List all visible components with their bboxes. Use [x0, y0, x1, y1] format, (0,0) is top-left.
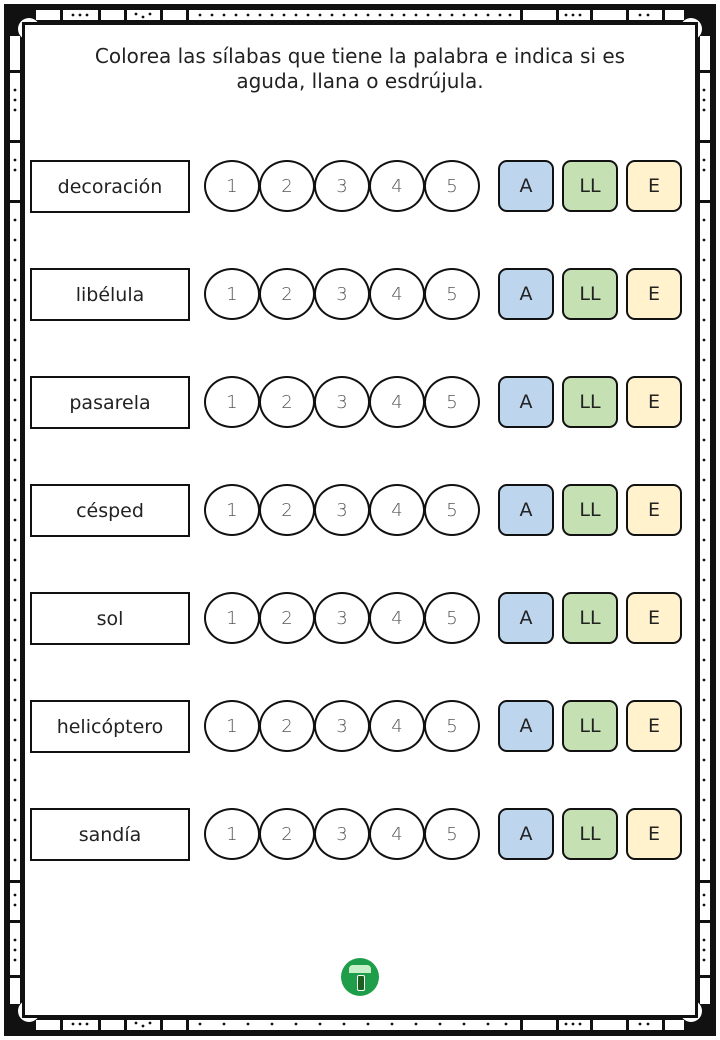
aguda-option-box[interactable]: A	[498, 808, 554, 860]
syllable-circle-5[interactable]: 5	[424, 592, 480, 644]
llana-option-box[interactable]: LL	[562, 160, 618, 212]
word-row: sol 1 2 3 4 5 A LL E	[30, 591, 686, 645]
word-label: decoración	[30, 160, 190, 213]
syllable-circle-1[interactable]: 1	[204, 268, 260, 320]
esdrujula-option-box[interactable]: E	[626, 700, 682, 752]
syllable-circle-1[interactable]: 1	[204, 160, 260, 212]
outer-frame	[4, 4, 716, 1036]
word-label: césped	[30, 484, 190, 537]
esdrujula-option-box[interactable]: E	[626, 484, 682, 536]
syllable-circle-2[interactable]: 2	[259, 484, 315, 536]
word-label: pasarela	[30, 376, 190, 429]
syllable-circle-4[interactable]: 4	[369, 808, 425, 860]
word-row: sandía 1 2 3 4 5 A LL E	[30, 807, 686, 861]
syllable-circle-5[interactable]: 5	[424, 808, 480, 860]
aguda-option-box[interactable]: A	[498, 376, 554, 428]
syllable-circle-1[interactable]: 1	[204, 376, 260, 428]
syllable-circle-3[interactable]: 3	[314, 484, 370, 536]
word-row: helicóptero 1 2 3 4 5 A LL E	[30, 699, 686, 753]
syllable-circle-4[interactable]: 4	[369, 484, 425, 536]
llana-option-box[interactable]: LL	[562, 700, 618, 752]
syllable-circle-1[interactable]: 1	[204, 592, 260, 644]
syllable-circle-4[interactable]: 4	[369, 268, 425, 320]
word-label: sol	[30, 592, 190, 645]
syllable-circle-5[interactable]: 5	[424, 160, 480, 212]
word-row: libélula 1 2 3 4 5 A LL E	[30, 267, 686, 321]
syllable-circle-3[interactable]: 3	[314, 268, 370, 320]
aguda-option-box[interactable]: A	[498, 268, 554, 320]
syllable-circle-1[interactable]: 1	[204, 700, 260, 752]
word-label: helicóptero	[30, 700, 190, 753]
syllable-circle-2[interactable]: 2	[259, 700, 315, 752]
llana-option-box[interactable]: LL	[562, 484, 618, 536]
word-label: sandía	[30, 808, 190, 861]
llana-option-box[interactable]: LL	[562, 376, 618, 428]
syllable-circle-3[interactable]: 3	[314, 592, 370, 644]
syllable-circle-2[interactable]: 2	[259, 376, 315, 428]
llana-option-box[interactable]: LL	[562, 592, 618, 644]
syllable-circle-2[interactable]: 2	[259, 592, 315, 644]
instructions-text: Colorea las sílabas que tiene la palabra…	[94, 44, 626, 93]
aguda-option-box[interactable]: A	[498, 700, 554, 752]
frame-band-top	[28, 8, 692, 22]
syllable-circle-3[interactable]: 3	[314, 376, 370, 428]
llana-option-box[interactable]: LL	[562, 268, 618, 320]
frame-band-bottom	[28, 1018, 692, 1032]
word-row: pasarela 1 2 3 4 5 A LL E	[30, 375, 686, 429]
syllable-circle-3[interactable]: 3	[314, 700, 370, 752]
syllable-circle-3[interactable]: 3	[314, 160, 370, 212]
syllable-circle-2[interactable]: 2	[259, 268, 315, 320]
esdrujula-option-box[interactable]: E	[626, 160, 682, 212]
word-row: decoración 1 2 3 4 5 A LL E	[30, 159, 686, 213]
esdrujula-option-box[interactable]: E	[626, 268, 682, 320]
llana-option-box[interactable]: LL	[562, 808, 618, 860]
word-label: libélula	[30, 268, 190, 321]
syllable-circle-5[interactable]: 5	[424, 268, 480, 320]
syllable-circle-1[interactable]: 1	[204, 808, 260, 860]
syllable-circle-3[interactable]: 3	[314, 808, 370, 860]
esdrujula-option-box[interactable]: E	[626, 592, 682, 644]
syllable-circle-1[interactable]: 1	[204, 484, 260, 536]
aguda-option-box[interactable]: A	[498, 160, 554, 212]
syllable-circle-4[interactable]: 4	[369, 160, 425, 212]
school-logo-icon	[341, 958, 379, 996]
syllable-circle-4[interactable]: 4	[369, 592, 425, 644]
syllable-circle-5[interactable]: 5	[424, 484, 480, 536]
word-row: césped 1 2 3 4 5 A LL E	[30, 483, 686, 537]
aguda-option-box[interactable]: A	[498, 484, 554, 536]
syllable-circle-5[interactable]: 5	[424, 376, 480, 428]
syllable-circle-2[interactable]: 2	[259, 808, 315, 860]
esdrujula-option-box[interactable]: E	[626, 808, 682, 860]
esdrujula-option-box[interactable]: E	[626, 376, 682, 428]
syllable-circle-4[interactable]: 4	[369, 700, 425, 752]
aguda-option-box[interactable]: A	[498, 592, 554, 644]
syllable-circle-4[interactable]: 4	[369, 376, 425, 428]
syllable-circle-5[interactable]: 5	[424, 700, 480, 752]
syllable-circle-2[interactable]: 2	[259, 160, 315, 212]
